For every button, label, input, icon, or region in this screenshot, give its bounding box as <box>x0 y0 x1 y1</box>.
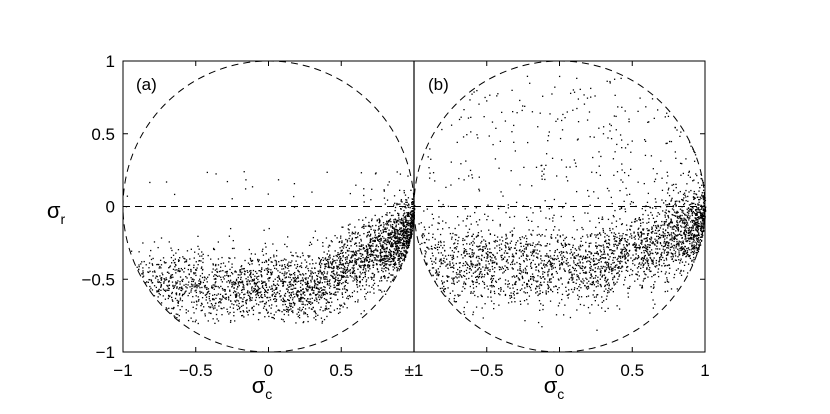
x-axis-label-left: σc <box>252 373 273 402</box>
x-tick-label: 0.5 <box>329 361 353 380</box>
panel-label-a: (a) <box>136 75 157 94</box>
x-tick-label: 0.5 <box>620 361 644 380</box>
panel-b <box>413 60 707 353</box>
x-tick-label: 0 <box>555 361 564 380</box>
y-tick-label: −1 <box>96 343 115 362</box>
y-axis-label-main: σ <box>47 198 61 223</box>
scatter-points-a <box>125 171 416 325</box>
x-tick-label: −0.5 <box>470 361 504 380</box>
y-tick-label: 0 <box>106 198 115 217</box>
x-tick-label: −0.5 <box>179 361 213 380</box>
x-axis-label-sub: c <box>265 386 272 402</box>
y-axis-label-sub: r <box>60 211 65 227</box>
x-axis-label-sub: c <box>557 386 564 402</box>
x-tick-label: 0 <box>264 361 273 380</box>
y-tick-labels: −1 −0.5 0 0.5 1 <box>81 52 705 362</box>
x-tick-label: ±1 <box>405 361 424 380</box>
x-tick-label: 1 <box>700 361 709 380</box>
x-axis-label-main: σ <box>544 373 558 398</box>
x-tick-labels: −1 −0.5 0 0.5 ±1 −0.5 0 0.5 1 <box>113 61 710 380</box>
y-axis-label: σr <box>47 198 66 227</box>
x-tick-label: −1 <box>113 361 132 380</box>
scatter-points-b <box>418 75 707 331</box>
y-tick-label: 0.5 <box>91 125 115 144</box>
x-axis-label-right: σc <box>544 373 565 402</box>
panel-label-b: (b) <box>428 75 449 94</box>
x-axis-label-main: σ <box>252 373 266 398</box>
y-tick-label: −0.5 <box>81 270 115 289</box>
panel-a <box>122 60 416 353</box>
y-tick-label: 1 <box>106 52 115 71</box>
